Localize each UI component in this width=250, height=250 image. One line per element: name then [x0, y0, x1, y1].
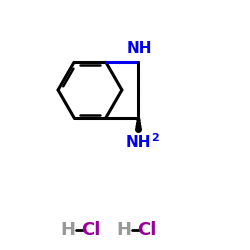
- Text: NH: NH: [126, 41, 152, 56]
- Text: Cl: Cl: [137, 221, 156, 239]
- Text: 2: 2: [151, 134, 158, 143]
- Text: H: H: [116, 221, 132, 239]
- Text: Cl: Cl: [81, 221, 101, 239]
- Text: NH: NH: [125, 135, 151, 150]
- Text: H: H: [61, 221, 76, 239]
